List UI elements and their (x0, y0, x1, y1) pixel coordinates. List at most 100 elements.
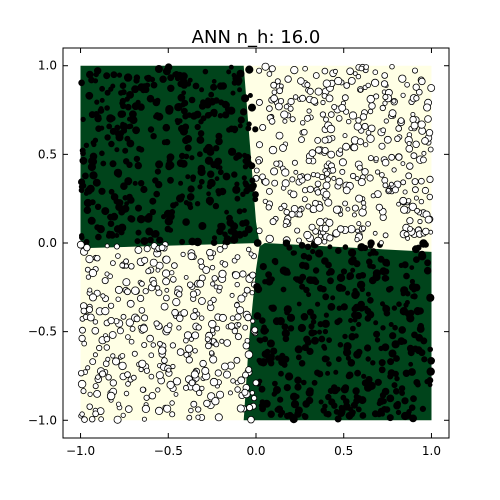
data-point-negative (363, 344, 372, 352)
data-point-negative (237, 87, 243, 93)
data-point-negative (249, 177, 256, 184)
data-point-positive (366, 134, 375, 143)
data-point-positive (115, 253, 121, 259)
data-point-positive (77, 379, 87, 389)
data-point-negative (179, 238, 186, 245)
data-point-negative (230, 90, 236, 96)
data-point-positive (229, 315, 236, 322)
data-point-negative (140, 237, 149, 246)
y-tick-label: 1.0 (38, 59, 57, 73)
data-point-positive (141, 404, 150, 413)
data-point-negative (211, 235, 218, 241)
data-point-negative (349, 409, 356, 416)
data-point-positive (119, 353, 126, 359)
data-point-positive (304, 115, 311, 122)
data-point-positive (270, 81, 278, 89)
data-point-negative (290, 400, 300, 409)
data-point-negative (188, 237, 197, 246)
data-point-positive (231, 327, 239, 335)
data-point-positive (139, 324, 148, 333)
data-point-positive (381, 158, 390, 167)
data-point-negative (82, 172, 89, 180)
data-point-positive (93, 389, 101, 398)
data-point-positive (266, 105, 273, 112)
data-point-positive (113, 415, 122, 424)
chart-title: ANN n_h: 16.0 (192, 27, 321, 48)
data-point-positive (288, 210, 296, 218)
data-point-positive (189, 290, 198, 298)
data-point-positive (388, 181, 394, 187)
data-point-positive (249, 390, 255, 396)
data-point-negative (419, 239, 428, 248)
data-point-positive (337, 225, 345, 233)
data-point-positive (275, 131, 284, 140)
x-tick-label: 0.5 (334, 444, 353, 458)
data-point-negative (109, 160, 117, 168)
data-point-negative (194, 200, 201, 207)
data-point-negative (266, 339, 275, 348)
data-point-positive (236, 306, 245, 315)
data-point-negative (215, 188, 222, 195)
data-point-positive (302, 65, 308, 72)
data-point-negative (253, 239, 262, 247)
data-point-positive (367, 155, 374, 162)
data-point-negative (94, 99, 100, 105)
data-point-positive (195, 324, 202, 331)
data-point-positive (391, 186, 399, 194)
data-point-positive (356, 164, 363, 171)
data-point-negative (176, 71, 183, 79)
data-point-positive (421, 137, 429, 145)
data-point-positive (256, 67, 263, 74)
data-point-negative (381, 343, 390, 352)
data-point-negative (427, 356, 436, 365)
data-point-negative (402, 262, 409, 269)
data-point-negative (426, 367, 435, 376)
data-point-positive (321, 224, 330, 233)
data-point-positive (207, 300, 214, 306)
data-point-negative (227, 228, 234, 235)
data-point-negative (374, 337, 381, 343)
data-point-negative (352, 303, 361, 312)
data-point-negative (187, 77, 193, 83)
data-point-negative (234, 195, 241, 202)
data-point-positive (332, 68, 338, 74)
data-point-positive (350, 143, 359, 152)
data-point-positive (406, 140, 412, 146)
data-point-negative (392, 387, 400, 395)
data-point-positive (316, 218, 325, 227)
data-point-negative (242, 163, 249, 170)
data-point-positive (273, 160, 280, 167)
data-point-positive (105, 356, 111, 362)
data-point-negative (257, 358, 265, 366)
data-point-negative (104, 134, 111, 141)
data-point-negative (161, 214, 167, 220)
data-point-negative (382, 258, 391, 267)
data-point-positive (234, 333, 242, 341)
data-point-negative (214, 176, 220, 182)
data-point-negative (183, 153, 190, 160)
data-point-negative (354, 369, 362, 377)
data-point-negative (409, 265, 415, 271)
data-point-negative (401, 397, 409, 405)
data-point-negative (294, 345, 303, 354)
data-point-positive (314, 189, 322, 196)
data-point-positive (120, 412, 126, 418)
data-point-negative (106, 123, 113, 130)
data-point-positive (123, 390, 130, 397)
data-point-negative (352, 290, 360, 298)
data-point-positive (252, 379, 260, 387)
data-point-positive (149, 258, 158, 267)
data-point-negative (134, 204, 142, 212)
data-point-positive (180, 251, 186, 257)
data-point-positive (395, 153, 403, 161)
data-point-negative (204, 112, 212, 119)
data-point-positive (312, 72, 320, 79)
data-point-negative (408, 404, 416, 412)
data-point-positive (129, 325, 136, 332)
data-point-positive (125, 405, 133, 413)
data-point-negative (395, 409, 402, 416)
data-point-positive (265, 204, 272, 211)
data-point-positive (268, 118, 276, 125)
data-point-negative (411, 245, 420, 254)
data-point-positive (329, 167, 337, 174)
